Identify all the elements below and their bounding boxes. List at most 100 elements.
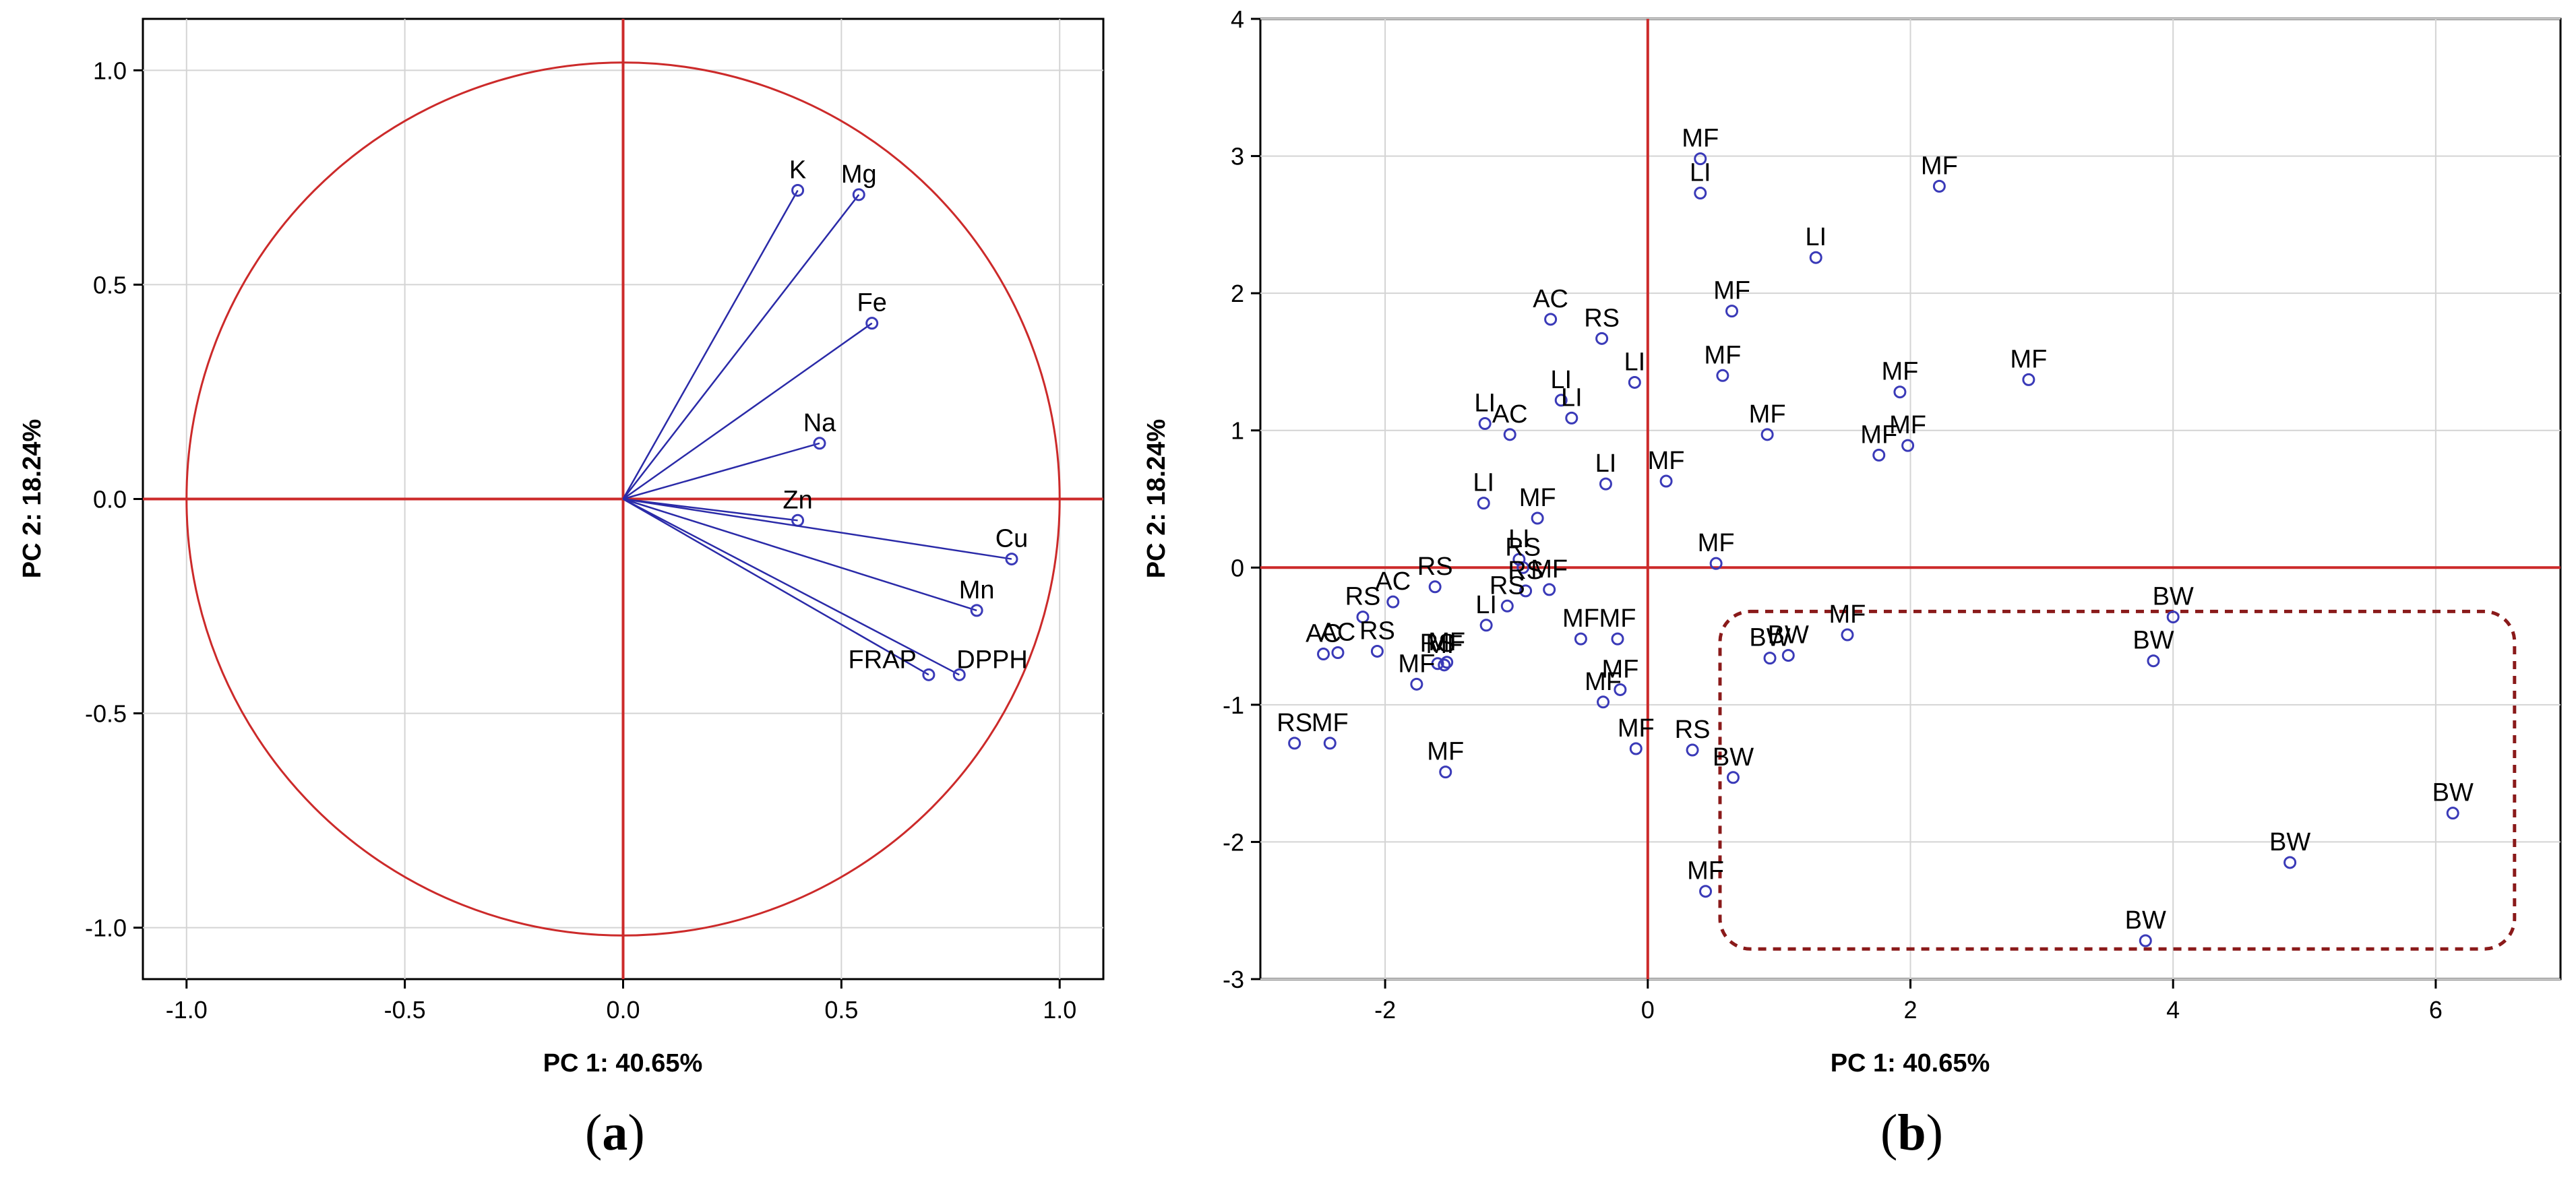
point-marker (1565, 411, 1578, 425)
point-label: LI (1473, 469, 1494, 497)
vector-mg-label: Mg (841, 160, 877, 189)
point-marker (1901, 439, 1915, 452)
point-marker (1331, 646, 1345, 659)
sample-point-mf: MF (1427, 738, 1464, 779)
sample-point-ac: AC (1492, 400, 1528, 441)
point-label: MF (1648, 447, 1685, 475)
point-label: MF (1398, 650, 1435, 678)
point-label: LI (1561, 383, 1583, 412)
point-label: MF (1601, 655, 1638, 683)
y-tick-label: -3 (1223, 966, 1244, 993)
vector-fe-label: Fe (857, 289, 887, 317)
point-label: BW (2125, 906, 2166, 935)
x-tick-label: 0 (1641, 996, 1655, 1024)
vector-mn-label: Mn (959, 576, 995, 604)
x-tick-label: -2 (1374, 996, 1396, 1024)
point-marker (1438, 658, 1451, 672)
vector-zn-line (623, 498, 798, 522)
loading-plot: -1.0 -0.5 0.0 0.5 1.0 -1.0 -0.5 0.0 0.5 1.0 K Mg F… (18, 18, 1105, 1078)
sample-point-rs: RS (1417, 553, 1453, 594)
point-label: MF (1618, 714, 1655, 743)
x-tick-label: 6 (2429, 996, 2443, 1024)
sample-point-bw: BW (2153, 583, 2194, 624)
point-label: RS (1345, 583, 1381, 611)
vector-k-point (791, 183, 805, 197)
sample-point-li: LI (1474, 389, 1496, 431)
vector-mn-line (623, 498, 977, 612)
sample-point-ac: AC (1533, 285, 1568, 326)
sample-point-bw: BW (1749, 624, 1791, 665)
point-label: RS (1675, 716, 1711, 744)
sample-point-li: LI (1475, 591, 1497, 632)
point-label: MF (1704, 341, 1741, 369)
point-marker (1628, 375, 1641, 389)
point-marker (1716, 369, 1729, 382)
point-label: BW (1749, 624, 1790, 652)
x-axis-ticks: -1.0 -0.5 0.0 0.5 1.0 (166, 979, 1076, 1024)
sample-point-mf: MF (1704, 341, 1741, 382)
point-label: AC (1492, 400, 1528, 429)
point-marker (1323, 737, 1337, 750)
sample-point-mf: MF (1881, 358, 1918, 399)
sample-point-mf: MF (1531, 555, 1568, 596)
vector-fe-point (865, 317, 879, 330)
vector-cu-label: Cu (995, 525, 1029, 553)
sample-point-mf: MF (1618, 714, 1655, 755)
x-tick-label: -1.0 (166, 996, 208, 1024)
point-marker (1370, 644, 1384, 658)
point-marker (1841, 628, 1854, 642)
point-marker (2166, 611, 2180, 624)
point-marker (1543, 583, 1556, 596)
point-marker (1503, 428, 1516, 441)
point-marker (1595, 332, 1609, 345)
point-marker (1356, 611, 1370, 624)
point-marker (1694, 152, 1707, 166)
point-label: AC (1306, 620, 1341, 648)
sample-point-li: LI (1690, 159, 1711, 200)
point-label: MF (1531, 555, 1568, 584)
point-marker (1781, 649, 1795, 662)
point-label: RS (1490, 571, 1525, 600)
point-marker (1629, 742, 1643, 755)
point-label: MF (1682, 125, 1719, 153)
point-label: MF (1829, 600, 1866, 629)
bw-group-highlight (1718, 609, 2517, 951)
x-axis-ticks: -2 0 2 4 6 (1374, 979, 2443, 1024)
point-label: MF (1585, 668, 1622, 696)
sample-point-rs: RS (1490, 571, 1525, 613)
point-label: LI (1805, 223, 1827, 251)
x-tick-label: 0.5 (824, 996, 858, 1024)
vector-cu-line (623, 498, 1012, 560)
point-marker (1554, 394, 1568, 407)
point-label: RS (1417, 553, 1453, 581)
point-marker (1694, 187, 1707, 200)
sample-point-li: LI (1624, 348, 1645, 389)
point-label: BW (2269, 828, 2310, 856)
point-marker (1599, 477, 1612, 491)
vector-mg-line (622, 194, 860, 500)
vector-k-label: K (789, 156, 806, 184)
point-label: MF (1698, 529, 1735, 557)
point-marker (1479, 619, 1493, 632)
vector-mg-point (852, 188, 865, 201)
sample-point-rs: RS (1345, 583, 1381, 624)
y-tick-label: -1.0 (85, 914, 127, 942)
sample-point-mf: MF (1687, 857, 1724, 898)
point-marker (1428, 580, 1442, 594)
vector-zn-label: Zn (783, 486, 812, 514)
sample-point-bw: BW (2269, 828, 2310, 869)
point-label: BW (1713, 743, 1754, 772)
y-tick-label: 0.5 (93, 271, 127, 299)
x-tick-label: -0.5 (384, 996, 426, 1024)
point-label: MF (1427, 738, 1464, 766)
point-marker (1659, 474, 1673, 488)
sample-point-ac: AC (1320, 619, 1355, 659)
point-label: BW (2133, 627, 2174, 655)
sample-point-ac: AC (1306, 620, 1341, 661)
point-marker (1544, 313, 1558, 326)
y-tick-label: 0.0 (93, 486, 127, 513)
sample-point-bw: BW (2432, 779, 2474, 820)
sample-point-mf: MF (1921, 152, 1958, 193)
point-label: AC (1375, 567, 1411, 596)
sample-point-rs: RS (1420, 629, 1455, 670)
